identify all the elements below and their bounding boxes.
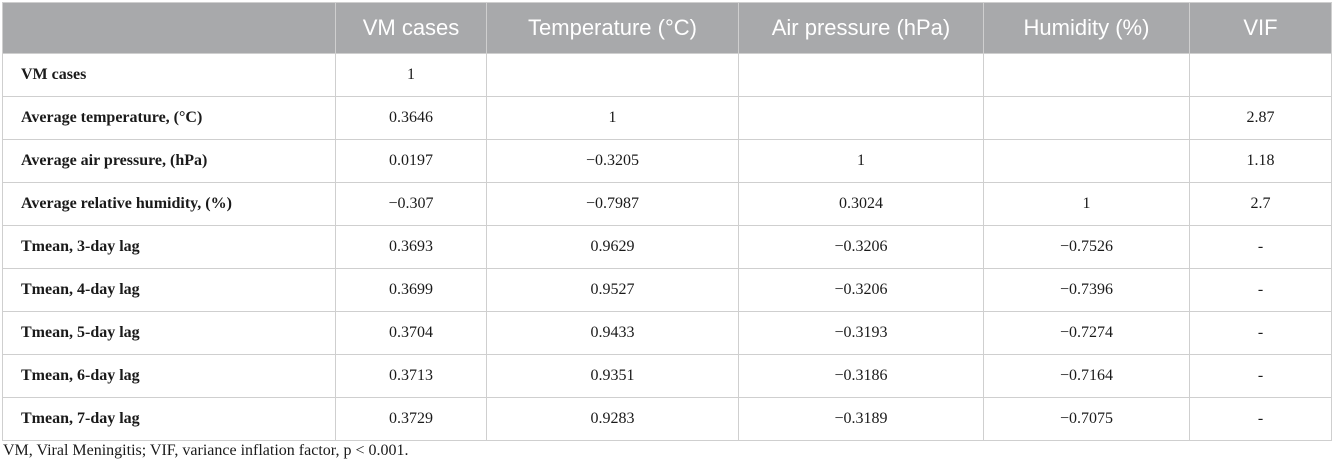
table-cell: 0.9351	[486, 354, 739, 398]
table-cell: -	[1189, 354, 1332, 398]
table-cell: 2.7	[1189, 182, 1332, 226]
table-cell	[738, 53, 984, 97]
correlation-table: VM cases Temperature (°C) Air pressure (…	[2, 2, 1332, 441]
table-cell	[1189, 53, 1332, 97]
row-label: Tmean, 3-day lag	[2, 225, 336, 269]
table-row: Average temperature, (°C) 0.3646 1 2.87	[2, 96, 1332, 140]
table-container: VM cases Temperature (°C) Air pressure (…	[2, 2, 1332, 441]
row-label: Tmean, 7-day lag	[2, 397, 336, 441]
header-cell-blank	[2, 2, 336, 54]
table-cell: −0.307	[335, 182, 487, 226]
table-row: Tmean, 4-day lag 0.3699 0.9527 −0.3206 −…	[2, 268, 1332, 312]
header-cell-temperature: Temperature (°C)	[486, 2, 739, 54]
header-cell-vif: VIF	[1189, 2, 1332, 54]
table-cell: 0.3693	[335, 225, 487, 269]
table-cell: −0.3206	[738, 268, 984, 312]
table-cell: −0.7396	[983, 268, 1190, 312]
table-row: Tmean, 3-day lag 0.3693 0.9629 −0.3206 −…	[2, 225, 1332, 269]
table-cell: 2.87	[1189, 96, 1332, 140]
table-cell: −0.3205	[486, 139, 739, 183]
table-row: Tmean, 7-day lag 0.3729 0.9283 −0.3189 −…	[2, 397, 1332, 441]
table-cell: −0.7075	[983, 397, 1190, 441]
header-row: VM cases Temperature (°C) Air pressure (…	[2, 2, 1332, 54]
header-cell-vm-cases: VM cases	[335, 2, 487, 54]
table-cell: −0.3186	[738, 354, 984, 398]
table-cell: -	[1189, 225, 1332, 269]
table-cell: 1	[486, 96, 739, 140]
table-row: Tmean, 6-day lag 0.3713 0.9351 −0.3186 −…	[2, 354, 1332, 398]
table-footnote: VM, Viral Meningitis; VIF, variance infl…	[3, 442, 409, 459]
table-cell: −0.7164	[983, 354, 1190, 398]
table-cell	[983, 96, 1190, 140]
table-cell: 1.18	[1189, 139, 1332, 183]
table-cell: 0.9629	[486, 225, 739, 269]
table-cell: 1	[335, 53, 487, 97]
table-cell: 0.3646	[335, 96, 487, 140]
table-cell: 0.0197	[335, 139, 487, 183]
table-row: VM cases 1	[2, 53, 1332, 97]
table-cell: −0.3193	[738, 311, 984, 355]
table-cell: −0.3189	[738, 397, 984, 441]
table-cell: 0.9433	[486, 311, 739, 355]
row-label: VM cases	[2, 53, 336, 97]
table-row: Tmean, 5-day lag 0.3704 0.9433 −0.3193 −…	[2, 311, 1332, 355]
table-cell	[983, 139, 1190, 183]
row-label: Tmean, 4-day lag	[2, 268, 336, 312]
table-cell: 0.3729	[335, 397, 487, 441]
table-cell: 0.3699	[335, 268, 487, 312]
table-cell	[486, 53, 739, 97]
row-label: Average air pressure, (hPa)	[2, 139, 336, 183]
table-row: Average relative humidity, (%) −0.307 −0…	[2, 182, 1332, 226]
header-cell-air-pressure: Air pressure (hPa)	[738, 2, 984, 54]
header-cell-humidity: Humidity (%)	[983, 2, 1190, 54]
table-cell: -	[1189, 311, 1332, 355]
table-cell	[738, 96, 984, 140]
row-label: Tmean, 6-day lag	[2, 354, 336, 398]
table-row: Average air pressure, (hPa) 0.0197 −0.32…	[2, 139, 1332, 183]
row-label: Average relative humidity, (%)	[2, 182, 336, 226]
table-cell: 0.3704	[335, 311, 487, 355]
table-cell: −0.7274	[983, 311, 1190, 355]
row-label: Tmean, 5-day lag	[2, 311, 336, 355]
table-cell: 0.9527	[486, 268, 739, 312]
table-cell	[983, 53, 1190, 97]
row-label: Average temperature, (°C)	[2, 96, 336, 140]
table-cell: 0.9283	[486, 397, 739, 441]
table-cell: -	[1189, 397, 1332, 441]
table-cell: 0.3024	[738, 182, 984, 226]
table-cell: 1	[983, 182, 1190, 226]
table-cell: −0.7526	[983, 225, 1190, 269]
table-cell: −0.3206	[738, 225, 984, 269]
table-cell: −0.7987	[486, 182, 739, 226]
table-cell: -	[1189, 268, 1332, 312]
table-cell: 1	[738, 139, 984, 183]
table-cell: 0.3713	[335, 354, 487, 398]
